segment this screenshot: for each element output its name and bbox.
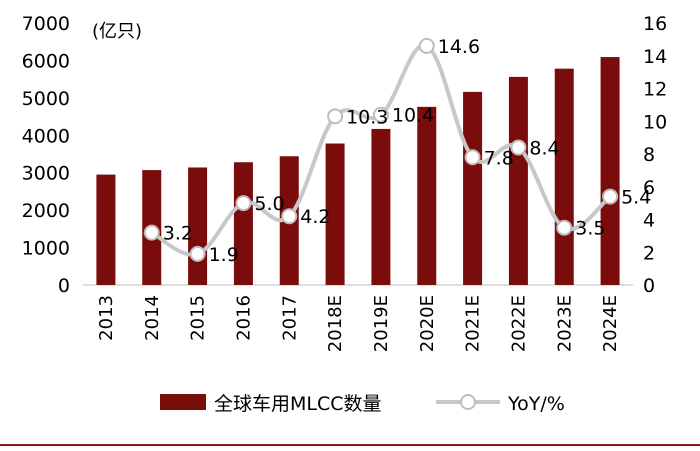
yoy-marker-2016	[235, 195, 252, 212]
x-tick-2014: 2014	[142, 295, 163, 341]
y-right-tick-10: 10	[643, 111, 667, 133]
y-left-tick-0: 0	[58, 275, 70, 297]
yoy-marker-2017	[281, 208, 298, 225]
x-tick-2017: 2017	[279, 295, 300, 341]
bar-2021E	[463, 91, 483, 286]
yoy-label-2024E: 5.4	[621, 187, 651, 209]
y-left-tick-1000: 1000	[22, 238, 70, 260]
y-axis-right: 0 2 4 6 8 10 12 14 16	[643, 13, 667, 297]
bar-2022E	[508, 76, 528, 285]
yoy-label-2015: 1.9	[209, 244, 239, 266]
x-tick-2018E: 2018E	[325, 295, 346, 352]
x-tick-2023E: 2023E	[554, 295, 575, 352]
yoy-label-2019E: 10.4	[392, 105, 434, 127]
yoy-label-2021E: 7.8	[484, 147, 514, 169]
yoy-marker-2018E	[327, 108, 344, 125]
yoy-marker-2019E	[372, 106, 389, 123]
bar-2019E	[371, 128, 391, 285]
bar-2016	[233, 162, 253, 285]
y-right-tick-2: 2	[643, 242, 655, 264]
yoy-label-2016: 5.0	[254, 193, 284, 215]
yoy-data-labels: 3.2 1.9 5.0 4.2 10.3 10.4 14.6 7.8 8.4 3.5 5.4	[163, 36, 652, 266]
x-tick-2024E: 2024E	[600, 295, 621, 352]
x-tick-2013: 2013	[96, 295, 117, 341]
legend-bar-swatch	[160, 394, 206, 410]
legend-bar-label: 全球车用MLCC数量	[214, 393, 382, 415]
yoy-label-2022E: 8.4	[529, 137, 559, 159]
x-tick-2021E: 2021E	[463, 295, 484, 352]
bar-2018E	[325, 143, 345, 285]
yoy-label-2014: 3.2	[163, 223, 193, 245]
y-left-tick-2000: 2000	[22, 200, 70, 222]
legend: 全球车用MLCC数量 YoY/%	[160, 393, 565, 415]
y-left-tick-3000: 3000	[22, 163, 70, 185]
y-right-tick-12: 12	[643, 79, 667, 101]
bar-2020E	[417, 106, 437, 285]
y-right-tick-6: 6	[643, 177, 655, 199]
y-left-tick-4000: 4000	[22, 125, 70, 147]
bar-2013	[96, 174, 116, 285]
x-tick-2022E: 2022E	[508, 295, 529, 352]
legend-line-marker	[460, 394, 476, 410]
x-axis-ticks: 2013 2014 2015 2016 2017 2018E 2019E 2020E 2021E…	[96, 295, 621, 352]
yoy-label-2020E: 14.6	[438, 36, 480, 58]
x-tick-2020E: 2020E	[417, 295, 438, 352]
y-left-tick-5000: 5000	[22, 88, 70, 110]
y-right-tick-0: 0	[643, 275, 655, 297]
yoy-markers	[143, 37, 619, 262]
x-tick-2019E: 2019E	[371, 295, 392, 352]
legend-line-label: YoY/%	[507, 393, 565, 415]
y-right-tick-14: 14	[643, 46, 667, 68]
yoy-label-2018E: 10.3	[346, 106, 388, 128]
bar-series	[96, 57, 620, 286]
y-left-tick-7000: 7000	[22, 13, 70, 35]
yoy-marker-2023E	[556, 219, 573, 236]
yoy-marker-2022E	[510, 139, 527, 156]
y-right-tick-16: 16	[643, 13, 667, 35]
yoy-marker-2024E	[602, 188, 619, 205]
y-axis-left: 0 1000 2000 3000 4000 5000 6000 7000	[22, 13, 70, 297]
y-right-tick-4: 4	[643, 210, 655, 232]
x-tick-2015: 2015	[188, 295, 209, 341]
bar-2023E	[554, 68, 574, 285]
yoy-marker-2015	[189, 245, 206, 262]
yoy-marker-2014	[143, 224, 160, 241]
x-tick-2016: 2016	[233, 295, 254, 341]
footer-divider	[0, 444, 700, 446]
bar-2024E	[600, 57, 620, 286]
yoy-label-2023E: 3.5	[575, 218, 605, 240]
y-left-tick-6000: 6000	[22, 50, 70, 72]
y-axis-unit-label: (亿只)	[92, 21, 142, 42]
yoy-marker-2020E	[418, 37, 435, 54]
yoy-label-2017: 4.2	[300, 206, 330, 228]
yoy-marker-2021E	[464, 149, 481, 166]
y-right-tick-8: 8	[643, 144, 655, 166]
